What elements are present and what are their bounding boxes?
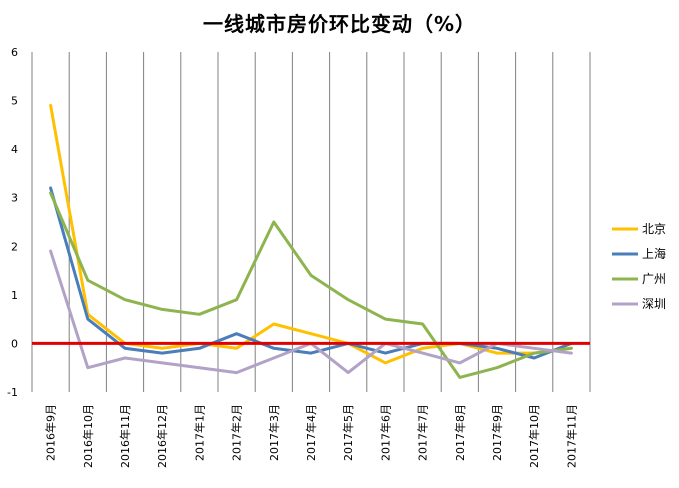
x-tick-label: 2017年6月	[378, 404, 392, 461]
y-tick-label: 0	[11, 337, 18, 350]
y-tick-label: 6	[11, 46, 18, 59]
x-tick-label: 2017年3月	[267, 404, 281, 461]
series-line	[49, 191, 573, 379]
x-axis-ticks: 2016年9月 2016年10月 2016年11月 2016年12月 2017年1月 20…	[44, 404, 579, 468]
y-tick-label: 2	[11, 240, 18, 253]
x-tick-label: 2017年8月	[453, 404, 467, 461]
x-tick-label: 2016年10月	[81, 404, 95, 468]
x-tick-label: 2017年7月	[416, 404, 430, 461]
series-line	[49, 186, 573, 360]
x-tick-label: 2016年12月	[155, 404, 169, 468]
y-tick-label: -1	[7, 386, 18, 399]
chart-title: 一线城市房价环比变动（%）	[202, 12, 477, 36]
x-tick-label: 2017年4月	[304, 404, 318, 461]
y-tick-label: 5	[11, 95, 18, 108]
x-tick-label: 2017年2月	[230, 404, 244, 461]
y-tick-label: 4	[11, 143, 18, 156]
legend-label: 上海	[642, 246, 666, 261]
grid-lines	[31, 52, 591, 392]
series-line	[49, 103, 573, 365]
x-tick-label: 2016年11月	[118, 404, 132, 468]
x-tick-label: 2017年9月	[490, 404, 504, 461]
x-tick-label: 2016年9月	[44, 404, 58, 461]
x-tick-label: 2017年5月	[341, 404, 355, 461]
legend-label: 深圳	[642, 297, 666, 311]
legend-label: 广州	[642, 272, 666, 286]
x-tick-label: 2017年11月	[564, 404, 578, 468]
y-tick-label: 1	[11, 289, 18, 302]
series-lines	[49, 103, 573, 379]
x-tick-label: 2017年1月	[192, 404, 206, 461]
x-tick-label: 2017年10月	[527, 404, 541, 468]
legend-label: 北京	[642, 222, 666, 236]
y-axis-ticks: -1 0 1 2 3 4 5 6	[7, 46, 18, 399]
y-tick-label: 3	[11, 192, 18, 205]
